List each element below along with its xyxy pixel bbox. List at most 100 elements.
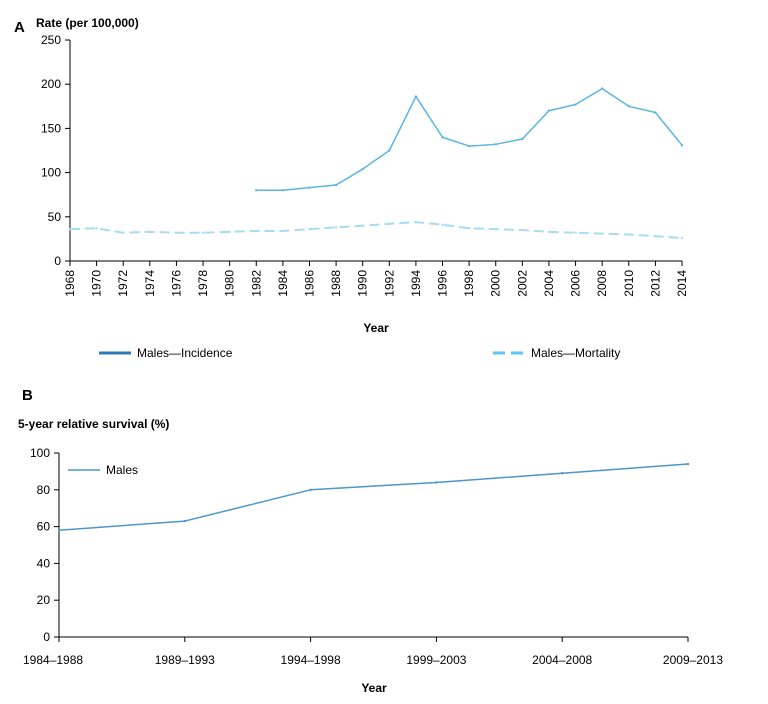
data-point-males-incidence: [334, 183, 338, 187]
panel-a-legend: Males—Incidence Males—Mortality: [99, 346, 620, 360]
panel-a-x-tick-label: 2006: [569, 270, 583, 297]
data-point-males-incidence: [654, 111, 657, 114]
legend-label-males: Males: [106, 463, 138, 477]
panel-a-x-tick-label: 1994: [409, 270, 423, 297]
panel-b-x-tick-label: 1989–1993: [155, 653, 215, 667]
panel-a-y-axis-title: Rate (per 100,000): [36, 16, 139, 30]
data-point-males-mortality: [95, 227, 98, 230]
series-line-males-mortality: [69, 221, 683, 240]
data-point-males-mortality: [122, 231, 125, 234]
panel-a-x-tick-label: 1992: [382, 270, 396, 297]
panel-b-legend: Males: [68, 463, 138, 477]
data-point-males-mortality: [494, 227, 497, 231]
panel-b-y-tick-label: 80: [37, 483, 51, 497]
panel-a-x-tick-label: 2010: [622, 270, 636, 297]
data-point-males: [435, 481, 438, 484]
panel-b-y-tick-label: 40: [37, 556, 51, 570]
data-point-males-mortality: [388, 222, 391, 226]
panel-b-y-tick-label: 20: [37, 593, 51, 607]
data-point-males-incidence: [388, 149, 391, 152]
panel-a-x-axis-title: Year: [363, 321, 389, 335]
data-point-males-incidence: [361, 167, 364, 171]
panel-a-y-tick-label: 0: [54, 254, 61, 268]
data-point-males-incidence: [627, 105, 630, 108]
data-point-males-mortality: [600, 232, 604, 235]
data-point-males: [57, 529, 61, 532]
panel-a-x-tick-label: 2014: [675, 270, 689, 297]
data-point-males-mortality: [627, 233, 630, 236]
data-point-males-incidence: [680, 143, 684, 147]
data-point-males-mortality: [334, 226, 338, 229]
data-point-males-mortality: [175, 231, 178, 234]
panel-a-x-tick-label: 1982: [249, 270, 263, 297]
data-point-males-mortality: [68, 227, 72, 231]
panel-b-y-tick-label: 60: [37, 520, 51, 534]
panel-a-x-tick-label: 1970: [90, 270, 104, 297]
data-point-males-incidence: [441, 136, 444, 139]
chart-panel-a: A Rate (per 100,000) 0 50 100 150 200 250 196…: [14, 16, 689, 360]
panel-a-x-tick-label: 1968: [63, 270, 77, 297]
legend-label-males-incidence: Males—Incidence: [137, 346, 233, 360]
data-point-males-mortality: [201, 231, 205, 234]
data-point-males-incidence: [574, 103, 577, 106]
panel-a-x-tick-label: 1990: [356, 270, 370, 297]
data-point-males-mortality: [574, 231, 577, 234]
panel-b-x-tick-label: 2004–2008: [532, 653, 592, 667]
data-point-males-incidence: [414, 95, 418, 98]
panel-b-y-tick-label: 0: [43, 630, 50, 644]
legend-label-males-mortality: Males—Mortality: [531, 346, 620, 360]
data-point-males: [183, 519, 186, 523]
panel-a-x-tick-label: 1984: [276, 270, 290, 297]
data-point-males-mortality: [547, 230, 551, 234]
panel-a-x-tick-label: 1998: [462, 270, 476, 297]
data-point-males: [561, 472, 564, 475]
panel-a-x-tick-label: 1978: [196, 270, 210, 297]
series-line-males-incidence: [256, 87, 683, 192]
panel-label-a: A: [14, 19, 25, 36]
panel-a-y-tick-label: 250: [41, 33, 61, 47]
data-point-males-mortality: [148, 230, 152, 234]
panel-b-x-axis-title: Year: [361, 681, 387, 695]
panel-a-y-tick-label: 200: [41, 77, 61, 91]
panel-a-x-tick-label: 2012: [648, 270, 662, 297]
panel-a-x-tick-label: 2000: [489, 270, 503, 297]
data-point-males-mortality: [467, 227, 471, 230]
panel-a-x-tick-label: 1980: [223, 270, 237, 297]
panel-b-x-tick-label: 1984–1988: [23, 653, 83, 667]
data-point-males-incidence: [600, 87, 604, 90]
panel-a-x-tick-label: 1974: [143, 270, 157, 297]
data-point-males-mortality: [308, 227, 311, 231]
data-point-males-mortality: [361, 224, 364, 227]
data-point-males-mortality: [281, 229, 285, 233]
panel-b-y-axis-title: 5-year relative survival (%): [18, 417, 169, 431]
panel-a-x-tick-label: 1976: [169, 270, 183, 297]
panel-b-x-tick-label: 1994–1998: [281, 653, 341, 667]
panel-b-x-tick-label: 2009–2013: [663, 653, 723, 667]
data-point-males-incidence: [281, 189, 285, 192]
data-point-males-incidence: [494, 143, 497, 146]
data-point-males: [686, 462, 690, 466]
data-point-males: [309, 488, 312, 491]
panel-a-x-tick-label: 1972: [116, 270, 130, 297]
data-point-males-mortality: [680, 236, 684, 240]
panel-b-y-tick-label: 100: [30, 446, 50, 460]
panel-a-x-tick-label: 1986: [302, 270, 316, 297]
panel-a-y-tick-label: 150: [41, 121, 61, 135]
panel-label-b: B: [22, 387, 33, 404]
data-point-males-mortality: [228, 230, 231, 234]
data-point-males-mortality: [255, 229, 258, 233]
data-point-males-mortality: [441, 223, 444, 226]
data-point-males-incidence: [308, 186, 311, 189]
panel-a-x-tick-label: 2002: [515, 270, 529, 297]
series-line-males: [58, 463, 689, 532]
data-point-males-incidence: [547, 109, 551, 112]
panel-a-y-tick-label: 50: [48, 210, 62, 224]
panel-a-x-tick-label: 2008: [595, 270, 609, 297]
panel-a-x-tick-label: 1988: [329, 270, 343, 297]
data-point-males-mortality: [654, 235, 657, 238]
panel-a-y-tick-label: 100: [41, 166, 61, 180]
panel-a-x-tick-label: 1996: [436, 270, 450, 297]
data-point-males-incidence: [521, 137, 524, 141]
data-point-males-incidence: [255, 189, 258, 192]
